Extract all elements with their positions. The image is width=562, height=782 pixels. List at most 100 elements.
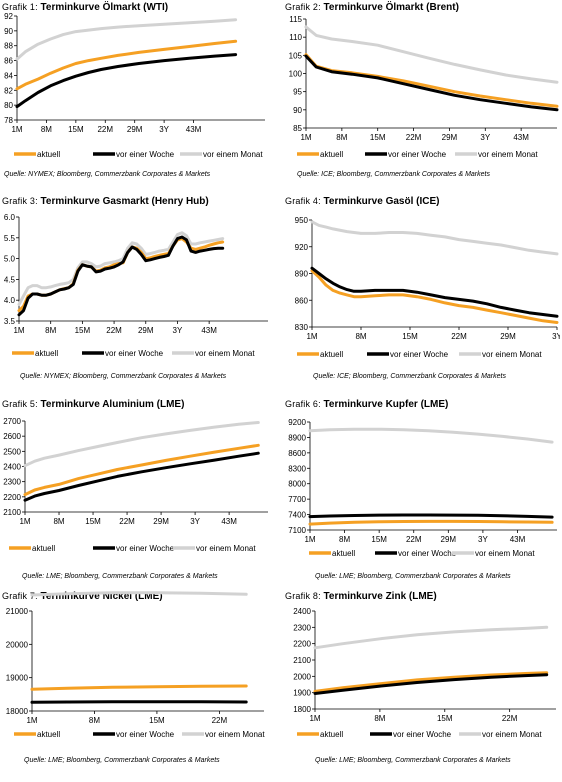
y-tick-label: 84	[4, 71, 13, 80]
x-tick-label: 8M	[339, 535, 350, 544]
legend-label: vor einer Woche	[116, 730, 175, 739]
y-tick-label: 5.5	[4, 234, 16, 243]
series-line-vor-einer-woche	[304, 54, 559, 112]
x-tick-label: 22M	[119, 517, 135, 526]
x-tick-label: 1M	[11, 125, 22, 134]
chart-svg: 85 90 95 100 105 110 115 1M 8M 15M 22M 29M 3Y 43M aktu…	[289, 15, 559, 159]
y-tick-label: 860	[295, 296, 309, 305]
x-tick-label: 15M	[402, 332, 418, 341]
y-tick-label: 2300	[3, 478, 21, 487]
series-line-aktuell	[304, 53, 559, 108]
x-tick-label: 1M	[26, 716, 37, 725]
legend-label: vor einem Monat	[196, 544, 256, 553]
series-line-aktuell	[17, 237, 225, 313]
x-tick-label: 43M	[186, 125, 202, 134]
y-tick-label: 21000	[6, 607, 29, 616]
series-line-aktuell	[308, 519, 554, 526]
legend-label: vor einem Monat	[482, 730, 542, 739]
y-tick-label: 80	[4, 101, 13, 110]
y-tick-label: 7100	[288, 526, 306, 535]
y-tick-label: 6.0	[4, 213, 16, 222]
chart-source: Quelle: LME; Bloomberg, Commerzbank Corp…	[315, 757, 511, 764]
y-tick-label: 78	[4, 116, 13, 125]
x-tick-label: 8M	[355, 332, 366, 341]
chart-panel-kupfer: Grafik 6: Terminkurve Kupfer (LME) 7100 7…	[285, 399, 560, 590]
series-line-aktuell	[30, 684, 248, 691]
x-tick-label: 8M	[41, 125, 52, 134]
chart-source: Quelle: NYMEX; Bloomberg, Commerzbank Co…	[4, 171, 211, 178]
y-tick-label: 5.0	[4, 255, 16, 264]
x-tick-label: 22M	[406, 133, 422, 142]
y-tick-label: 2200	[3, 493, 21, 502]
x-tick-label: 1M	[300, 133, 311, 142]
chart-title: Grafik 4: Terminkurve Gasöl (ICE)	[285, 196, 440, 207]
y-tick-label: 90	[4, 27, 13, 36]
y-tick-label: 2000	[293, 672, 311, 681]
x-tick-label: 15M	[370, 133, 386, 142]
y-tick-label: 85	[293, 124, 302, 133]
y-tick-label: 95	[293, 88, 302, 97]
legend-label: vor einem Monat	[482, 350, 542, 359]
x-tick-label: 15M	[85, 517, 101, 526]
x-tick-label: 29M	[138, 326, 154, 335]
y-tick-label: 105	[289, 51, 303, 60]
chart-panel-nickel: Grafik 7: Terminkurve Nickel (LME) 18000…	[2, 591, 277, 782]
y-tick-label: 920	[295, 243, 309, 252]
x-tick-label: 43M	[510, 535, 526, 544]
y-tick-label: 110	[289, 33, 302, 42]
x-tick-label: 15M	[75, 326, 91, 335]
series-line-aktuell	[15, 39, 238, 91]
y-tick-label: 2200	[293, 640, 311, 649]
legend-label: aktuell	[320, 150, 343, 159]
series-line-aktuell	[23, 443, 260, 497]
x-tick-label: 3Y	[159, 125, 169, 134]
legend-label: vor einer Woche	[116, 544, 175, 553]
y-tick-label: 86	[4, 57, 13, 66]
series-line-aktuell	[310, 269, 559, 324]
y-tick-label: 8000	[288, 480, 306, 489]
y-tick-label: 4.0	[4, 296, 16, 305]
series-line-vor-einem-monat	[308, 427, 554, 444]
chart-panel-zink: Grafik 8: Terminkurve Zink (LME) 1800 190…	[285, 591, 560, 782]
y-tick-label: 92	[4, 12, 13, 21]
y-tick-label: 2500	[3, 447, 21, 456]
y-tick-label: 8600	[288, 449, 306, 458]
chart-svg: 3.5 4.0 4.5 5.0 5.5 6.0 1M 8M 15M 22M 29M 3Y 43M aktu…	[4, 213, 268, 358]
series-line-vor-einem-monat	[23, 421, 260, 468]
series-line-vor-einem-monat	[17, 231, 225, 306]
x-tick-label: 29M	[153, 517, 169, 526]
y-tick-label: 20000	[6, 640, 29, 649]
series-line-vor-einer-woche	[308, 513, 554, 519]
y-tick-label: 2400	[293, 607, 311, 616]
legend-label: vor einer Woche	[393, 730, 452, 739]
chart-svg: 18000 19000 20000 21000 1M 8M 15M 22M aktuell vor…	[6, 591, 265, 739]
x-tick-label: 15M	[437, 714, 453, 723]
chart-panel-wti: Grafik 1: Terminkurve Ölmarkt (WTI) 78 80…	[2, 2, 277, 193]
chart-source: Quelle: LME; Bloomberg, Commerzbank Corp…	[315, 573, 511, 580]
series-line-vor-einer-woche	[310, 266, 559, 318]
y-tick-label: 18000	[6, 707, 29, 716]
x-tick-label: 43M	[201, 326, 217, 335]
legend-label: vor einem Monat	[475, 549, 535, 558]
x-tick-label: 1M	[304, 535, 315, 544]
y-tick-label: 88	[4, 42, 13, 51]
y-tick-label: 1800	[293, 705, 311, 714]
chart-panel-gasoil: Grafik 4: Terminkurve Gasöl (ICE) 830 860…	[285, 196, 560, 387]
x-tick-label: 3Y	[190, 517, 200, 526]
x-tick-label: 43M	[513, 133, 529, 142]
y-tick-label: 7400	[288, 511, 306, 520]
x-tick-label: 22M	[212, 716, 228, 725]
legend-label: vor einem Monat	[203, 150, 263, 159]
y-tick-label: 7700	[288, 495, 306, 504]
series-line-aktuell	[313, 671, 549, 693]
x-tick-label: 3Y	[552, 332, 560, 341]
x-tick-label: 8M	[53, 517, 64, 526]
series-line-vor-einem-monat	[310, 220, 559, 256]
chart-title: Grafik 2: Terminkurve Ölmarkt (Brent)	[285, 2, 459, 13]
legend-label: aktuell	[320, 350, 343, 359]
chart-title: Grafik 5: Terminkurve Aluminium (LME)	[2, 399, 185, 410]
x-tick-label: 29M	[500, 332, 516, 341]
chart-title: Grafik 3: Terminkurve Gasmarkt (Henry Hu…	[2, 196, 209, 207]
chart-svg: 830 860 890 920 950 1M 8M 15M 22M 29M 3Y aktuell vor…	[295, 216, 560, 359]
y-tick-label: 100	[289, 70, 303, 79]
